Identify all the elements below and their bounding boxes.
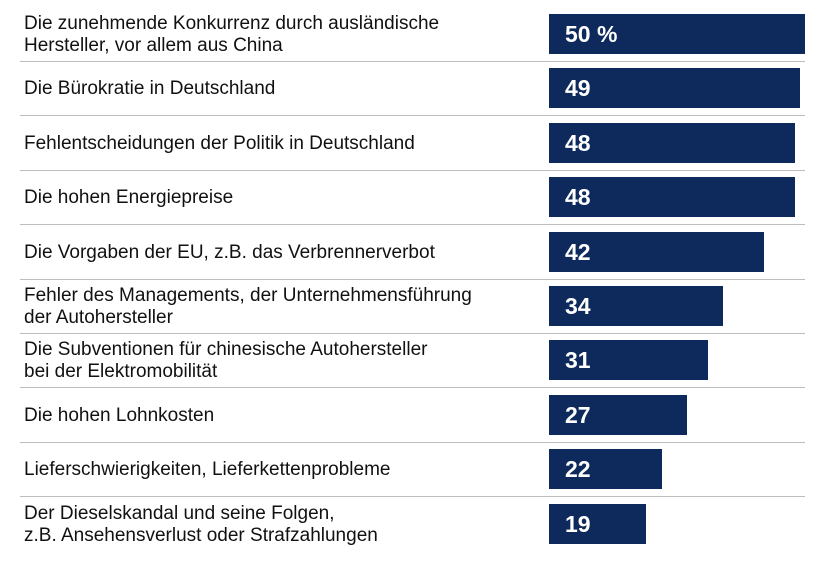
category-label: Fehlentscheidungen der Politik in Deutsc… (24, 132, 415, 154)
row: Lieferschwierigkeiten, Lieferkettenprobl… (20, 443, 805, 498)
category-label: Lieferschwierigkeiten, Lieferkettenprobl… (24, 459, 391, 481)
bar: 27 (549, 394, 688, 435)
category-label: Die hohen Lohnkosten (24, 404, 215, 426)
row: Fehlentscheidungen der Politik in Deutsc… (20, 117, 805, 171)
row: Fehler des Managements, der Unternehmens… (20, 280, 805, 334)
value-label: 31 (565, 347, 591, 374)
category-label: Die zunehmende Konkurrenz durch ausländi… (24, 13, 440, 56)
value-label: 50 % (565, 21, 618, 47)
bar: 48 (549, 177, 795, 218)
bar: 48 (549, 122, 795, 163)
value-label: 42 (565, 238, 591, 265)
category-label: Die Vorgaben der EU, z.B. das Verbrenner… (24, 241, 435, 263)
category-label: Die Bürokratie in Deutschland (24, 78, 276, 100)
category-label: Die hohen Energiepreise (24, 187, 234, 209)
category-label: Fehler des Managements, der Unternehmens… (24, 285, 472, 328)
bar: 22 (549, 449, 662, 490)
category-label: Die Subventionen für chinesische Autoher… (24, 339, 428, 383)
row: Die Subventionen für chinesische Autoher… (20, 334, 805, 389)
value-label: 27 (565, 401, 591, 428)
row: Die Bürokratie in Deutschland 49 (20, 62, 805, 117)
row: Die Vorgaben der EU, z.B. das Verbrenner… (20, 226, 805, 280)
bar: 34 (549, 286, 724, 326)
value-label: 19 (565, 510, 591, 537)
row: Der Dieselskandal und seine Folgen, z.B.… (20, 498, 805, 552)
row: Die hohen Energiepreise 48 (20, 171, 805, 226)
bar: 42 (549, 231, 765, 272)
row: Die zunehmende Konkurrenz durch ausländi… (20, 8, 805, 62)
row: Die hohen Lohnkosten 27 (20, 389, 805, 443)
bar: 50 % (549, 14, 805, 54)
value-label: 48 (565, 184, 591, 211)
value-label: 22 (565, 456, 591, 483)
value-label: 49 (565, 75, 591, 102)
value-label: 48 (565, 129, 591, 156)
category-label: Der Dieselskandal und seine Folgen, z.B.… (24, 502, 378, 546)
bar: 31 (549, 340, 708, 381)
value-label: 34 (565, 293, 591, 319)
bar: 19 (549, 503, 647, 544)
bar: 49 (549, 68, 800, 109)
